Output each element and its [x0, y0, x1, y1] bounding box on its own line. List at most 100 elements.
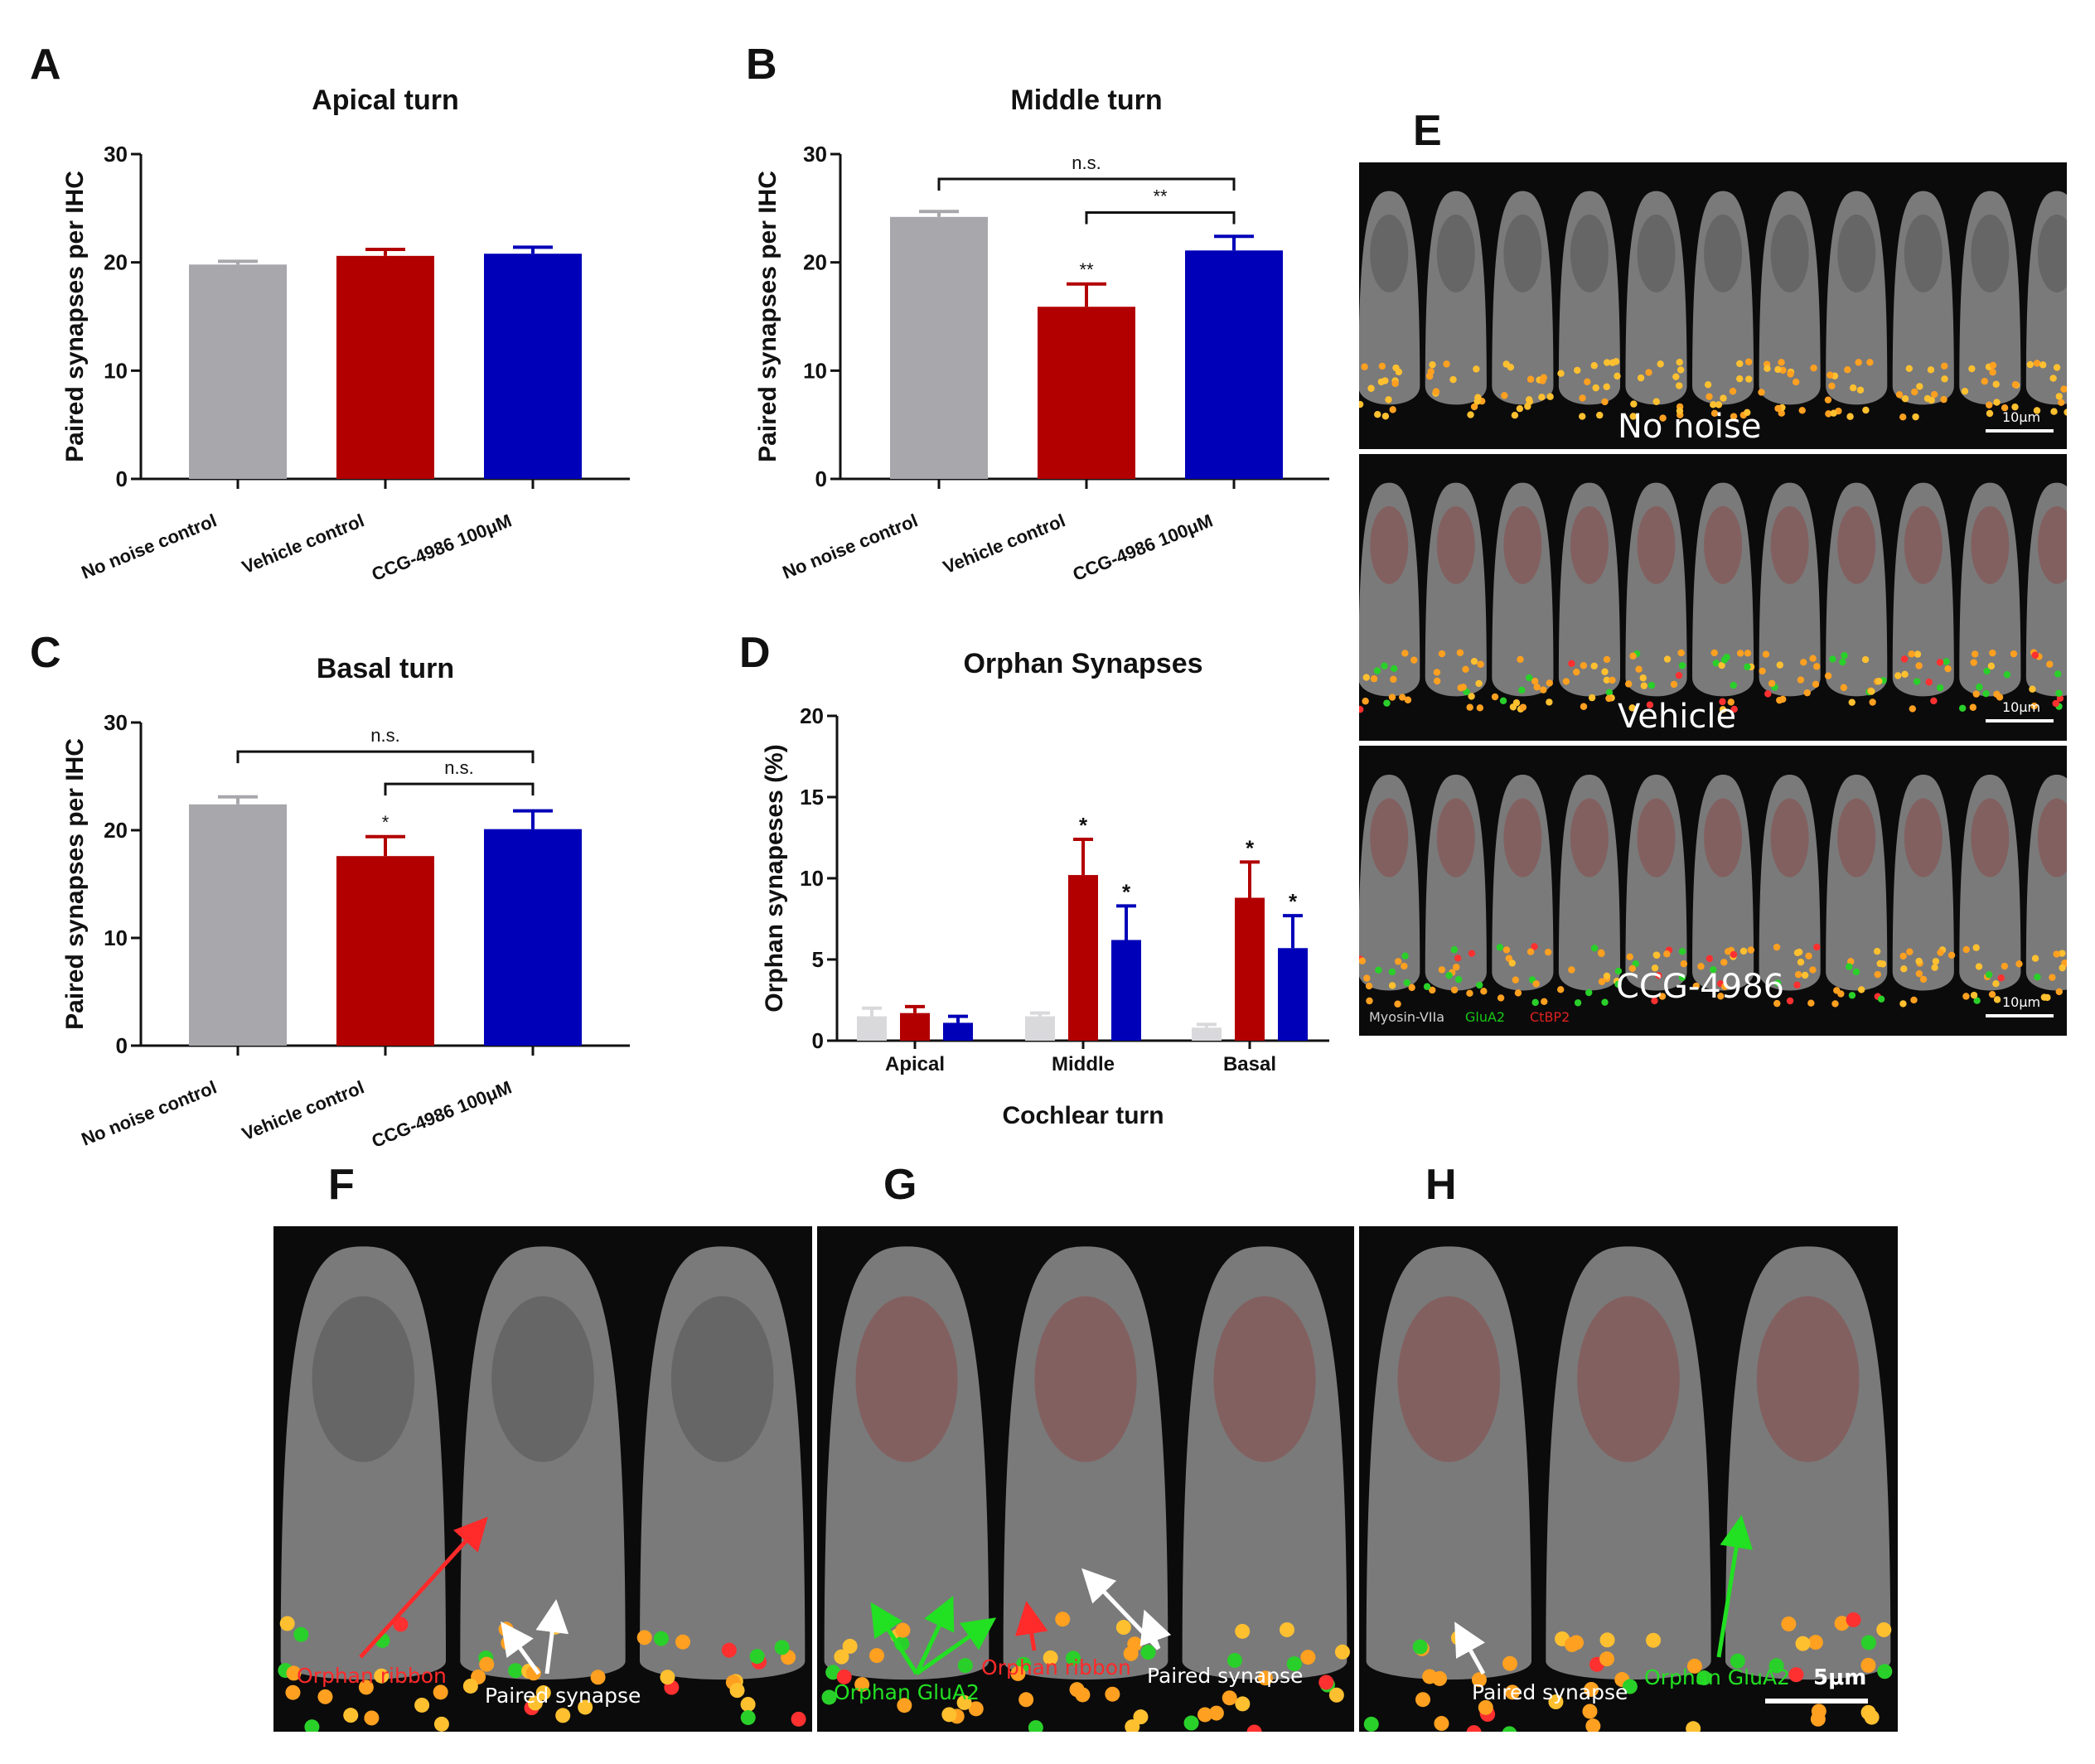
- label-orphan-ribbon: Orphan ribbon: [981, 1655, 1131, 1679]
- synapse-puncta: [1718, 661, 1725, 669]
- legend-myosin: Myosin-VIIa: [1369, 1009, 1445, 1025]
- synapse-puncta: [1540, 686, 1547, 694]
- synapse-puncta: [1672, 373, 1680, 380]
- synapse-puncta: [1477, 660, 1484, 668]
- synapse-puncta: [1361, 363, 1368, 370]
- synapse-puncta: [1404, 696, 1412, 703]
- synapse-puncta: [1773, 979, 1782, 987]
- synapse-puncta: [1729, 388, 1737, 395]
- synapse-puncta: [1423, 983, 1431, 990]
- synapse-puncta: [1834, 1616, 1850, 1631]
- synapse-puncta: [1533, 684, 1541, 691]
- synapse-puncta: [740, 1709, 756, 1725]
- synapse-puncta: [1801, 971, 1809, 979]
- synapse-puncta: [1676, 407, 1684, 415]
- synapse-puncta: [1597, 949, 1605, 957]
- chart-c: Basal turn 0 10 20 30 Paired synapses per IHC…: [61, 653, 630, 1152]
- synapse-puncta: [535, 1684, 551, 1700]
- synapse-puncta: [1390, 665, 1398, 673]
- synapse-puncta: [1466, 1725, 1482, 1732]
- synapse-puncta: [1415, 1692, 1431, 1708]
- synapse-puncta: [1491, 693, 1499, 701]
- y-tick-label: 20: [800, 703, 824, 728]
- synapse-puncta: [1389, 406, 1396, 413]
- synapse-puncta: [1628, 704, 1636, 712]
- nucleus: [1637, 214, 1676, 292]
- synapse-puncta: [1697, 963, 1705, 970]
- synapse-puncta: [1574, 999, 1582, 1007]
- synapse-puncta: [1931, 390, 1938, 399]
- synapse-puncta: [1936, 659, 1944, 666]
- synapse-puncta: [1813, 943, 1821, 951]
- synapse-puncta: [1403, 979, 1410, 987]
- synapse-puncta: [1773, 943, 1781, 951]
- synapse-puncta: [1055, 1612, 1071, 1627]
- synapse-puncta: [1476, 704, 1484, 712]
- synapse-puncta: [1940, 395, 1947, 404]
- synapse-puncta: [1900, 655, 1909, 663]
- label-paired-synapse: Paired synapse: [1147, 1664, 1304, 1688]
- synapse-puncta: [1502, 946, 1511, 954]
- synapse-puncta: [1795, 1636, 1811, 1651]
- synapse-puncta: [1877, 1664, 1893, 1679]
- synapse-puncta: [1810, 1711, 1826, 1727]
- synapse-puncta: [1813, 663, 1821, 670]
- synapse-puncta: [1677, 649, 1685, 657]
- synapse-puncta: [317, 1689, 333, 1704]
- synapse-puncta: [1868, 688, 1875, 695]
- synapse-puncta: [1764, 690, 1772, 698]
- synapse-puncta: [1958, 704, 1967, 712]
- bar: [336, 856, 434, 1046]
- synapse-puncta: [1601, 668, 1609, 675]
- synapse-puncta: [1797, 959, 1805, 966]
- synapse-puncta: [1810, 364, 1817, 372]
- synapse-puncta: [1438, 650, 1446, 658]
- synapse-puncta: [1574, 366, 1581, 375]
- nucleus: [1213, 1296, 1316, 1462]
- micrograph-f: Orphan ribbon Paired synapse: [273, 1226, 812, 1732]
- comparison-label: n.s.: [1072, 152, 1101, 173]
- synapse-puncta: [1678, 662, 1686, 669]
- synapse-puncta: [1519, 703, 1527, 711]
- synapse-puncta: [1862, 406, 1870, 414]
- synapse-puncta: [1712, 660, 1720, 667]
- synapse-puncta: [1941, 362, 1948, 370]
- synapse-puncta: [1392, 364, 1400, 372]
- synapse-puncta: [1539, 377, 1546, 384]
- synapse-puncta: [1640, 682, 1648, 689]
- synapse-puncta: [1449, 375, 1457, 384]
- synapse-puncta: [1947, 951, 1956, 959]
- nucleus: [1570, 505, 1609, 584]
- synapse-puncta: [1629, 652, 1637, 660]
- comparison-label: n.s.: [370, 725, 399, 746]
- synapse-puncta: [1736, 650, 1744, 657]
- synapse-puncta: [1429, 360, 1436, 369]
- synapse-puncta: [1450, 946, 1459, 954]
- synapse-puncta: [1721, 983, 1729, 990]
- synapse-puncta: [304, 1719, 320, 1732]
- x-tick-label: Vehicle control: [940, 510, 1067, 578]
- synapse-puncta: [1466, 989, 1473, 998]
- bar: [189, 264, 287, 479]
- label-orphan-ribbon: Orphan ribbon: [297, 1664, 447, 1688]
- synapse-puncta: [2055, 689, 2063, 697]
- synapse-puncta: [1972, 944, 1980, 951]
- scale-bar-label: 5μm: [1813, 1665, 1867, 1690]
- bar: [1111, 940, 1141, 1041]
- synapse-puncta: [1852, 968, 1860, 976]
- synapse-puncta: [1927, 366, 1935, 374]
- synapse-puncta: [1846, 413, 1854, 420]
- synapse-puncta: [1208, 1705, 1224, 1721]
- x-tick-label: CCG-4986 100μM: [369, 510, 515, 585]
- synapse-puncta: [1433, 677, 1441, 685]
- y-axis-label: Paired synapses per IHC: [61, 171, 89, 462]
- synapse-puncta: [1426, 372, 1434, 380]
- synapse-puncta: [2046, 660, 2054, 668]
- synapse-puncta: [1744, 358, 1753, 365]
- micrograph-g: Orphan GluA2 Orphan ribbon Paired synaps…: [817, 1226, 1354, 1732]
- synapse-puncta: [1861, 655, 1870, 664]
- synapse-puncta: [1652, 398, 1660, 405]
- synapse-puncta: [1646, 701, 1654, 708]
- synapse-puncta: [1365, 982, 1373, 990]
- synapse-puncta: [1603, 383, 1610, 391]
